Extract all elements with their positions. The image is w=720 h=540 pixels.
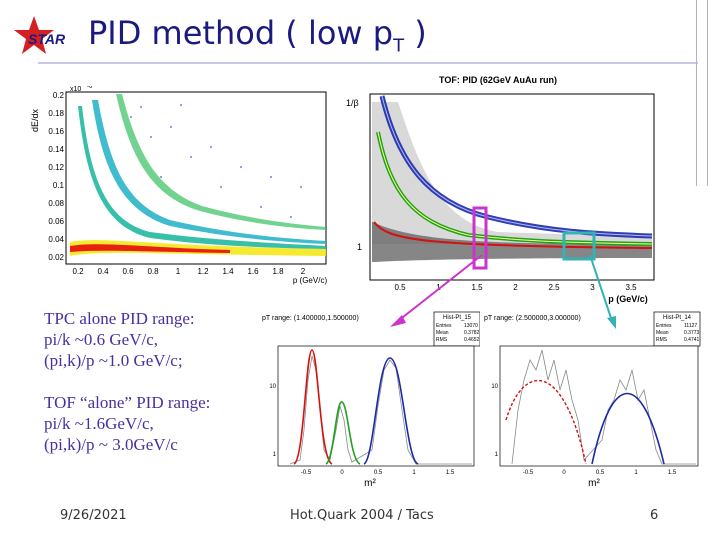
tpc-note-line: pi/k ~0.6 GeV/c, <box>44 330 159 349</box>
tpc-note-line: (pi,k)/p ~1.0 GeV/c; <box>44 351 183 370</box>
hr-stats-label: RMS <box>656 337 668 343</box>
tpc-y-tick: 0.02 <box>48 253 64 262</box>
tpc-x-tick: 1.4 <box>222 267 234 276</box>
hr-stats-value: 11127 <box>684 323 697 329</box>
side-bar-decoration <box>696 0 708 186</box>
hl-x-tick: 1.5 <box>446 470 455 476</box>
hist-right-stats-name: Hist-Pt_14 <box>663 315 692 321</box>
tof-ylabel: 1/β <box>346 98 359 108</box>
hl-stats-value: 0.4652 <box>464 337 480 343</box>
hr-stats-label: Mean <box>656 330 669 336</box>
title-end: ) <box>404 14 427 52</box>
hr-y-tick: 10 <box>491 384 498 390</box>
tof-note-line: TOF “alone” PID range: <box>44 393 211 412</box>
hr-x-tick: -0.5 <box>523 470 534 476</box>
tof-note: TOF “alone” PID range: pi/k ~1.6GeV/c, (… <box>44 392 210 455</box>
hist-left-xlabel: m² <box>364 478 376 489</box>
tpc-y-tick: 0.14 <box>48 145 64 154</box>
tpc-ylabel: dE/dx <box>30 108 40 132</box>
tof-x-tick: 3 <box>590 283 595 292</box>
tpc-y-tick: 0.16 <box>48 127 64 136</box>
tof-x-tick: 1 <box>436 283 441 292</box>
hl-stats-label: RMS <box>436 337 448 343</box>
tpc-x-tick: 1.8 <box>272 267 284 276</box>
magenta-selection-box <box>472 206 488 270</box>
tof-x-tick: 2 <box>513 283 518 292</box>
hl-stats-value: 0.3782 <box>464 330 480 336</box>
logo-text: STAR <box>28 31 66 47</box>
tpc-x-tick: 1.6 <box>247 267 259 276</box>
hl-x-tick: 0 <box>340 470 344 476</box>
hr-x-tick: 1 <box>634 470 638 476</box>
hl-y-tick: 10 <box>269 384 276 390</box>
footer-date: 9/26/2021 <box>60 508 127 523</box>
tof-ytick: 1 <box>357 242 362 252</box>
tpc-y-tick: 0.12 <box>48 163 64 172</box>
tof-title: TOF: PID (62GeV AuAu run) <box>439 75 557 85</box>
hist-right: pT range: (2.500000,3.000000) Hist-Pt_14… <box>482 310 704 492</box>
tpc-yexp-power: -6 <box>87 86 93 90</box>
tof-x-tick: 2.5 <box>548 283 560 292</box>
tof-plot: TOF: PID (62GeV AuAu run) 1/β 1 0.5 1 1.5 2… <box>338 72 658 304</box>
hr-x-tick: 1.5 <box>668 470 677 476</box>
footer-center: Hot.Quark 2004 / Tacs <box>290 508 434 523</box>
hist-right-title: pT range: (2.500000,3.000000) <box>484 315 581 322</box>
hl-stats-value: 13070 <box>464 323 478 329</box>
tof-x-tick: 3.5 <box>625 283 637 292</box>
page-title: PID method ( low pT ) <box>88 14 427 56</box>
hl-x-tick: -0.5 <box>301 470 312 476</box>
hl-y-tick: 1 <box>273 452 277 458</box>
hist-left: pT range: (1.400000,1.500000) Hist-Pt_15… <box>260 310 481 492</box>
tpc-x-tick: 0.8 <box>147 267 159 276</box>
pointer-arrows <box>390 255 616 329</box>
tpc-yexp: x10 <box>70 86 81 93</box>
tpc-y-tick: 0.1 <box>53 181 65 190</box>
tpc-y-tick: 0.2 <box>53 91 65 100</box>
tpc-x-tick: 0.6 <box>122 267 134 276</box>
tof-x-tick: 1.5 <box>471 283 483 292</box>
tpc-y-tick: 0.06 <box>48 217 64 226</box>
hl-x-tick: 1 <box>412 470 416 476</box>
hr-stats-value: 0.3773 <box>684 330 700 336</box>
tof-xlabel: p (GeV/c) <box>608 294 648 304</box>
tpc-x-tick: 1 <box>176 267 181 276</box>
tpc-y-tick: 0.04 <box>48 235 64 244</box>
tpc-note-line: TPC alone PID range: <box>44 309 195 328</box>
title-divider <box>38 62 698 64</box>
tpc-dedx-plot: dE/dx x10 -6 0.2 0.18 0.16 0.14 0.12 0.1 0.08 0… <box>30 84 330 286</box>
tpc-x-tick: 0.2 <box>72 267 84 276</box>
tpc-y-tick: 0.08 <box>48 199 64 208</box>
tof-note-line: pi/k ~1.6GeV/c, <box>44 414 154 433</box>
tpc-note: TPC alone PID range: pi/k ~0.6 GeV/c, (p… <box>44 308 195 371</box>
tof-note-line: (pi,k)/p ~ 3.0GeV/c <box>44 435 178 454</box>
hr-stats-label: Entries <box>656 323 672 329</box>
hist-left-stats-name: Hist-Pt_15 <box>443 315 472 321</box>
hr-y-tick: 1 <box>495 452 499 458</box>
hr-x-tick: 0 <box>562 470 566 476</box>
tpc-y-tick: 0.18 <box>48 109 64 118</box>
hl-stats-label: Entries <box>436 323 452 329</box>
hr-x-tick: 0.5 <box>596 470 605 476</box>
page-number: 6 <box>650 508 659 523</box>
tpc-xlabel: p (GeV/c) <box>293 276 328 285</box>
hl-stats-label: Mean <box>436 330 449 336</box>
hist-right-xlabel: m² <box>588 478 600 489</box>
hl-x-tick: 0.5 <box>374 470 383 476</box>
tpc-x-tick: 1.2 <box>197 267 209 276</box>
tpc-x-tick: 2 <box>301 267 306 276</box>
star-logo: STAR <box>12 14 72 58</box>
hist-left-title: pT range: (1.400000,1.500000) <box>262 315 359 322</box>
tof-x-tick: 0.5 <box>394 283 406 292</box>
tpc-x-tick: 0.4 <box>97 267 109 276</box>
title-subscript: T <box>393 35 405 57</box>
teal-selection-box <box>562 231 596 261</box>
hr-stats-value: 0.4741 <box>684 337 700 343</box>
title-text: PID method ( low p <box>88 14 394 52</box>
